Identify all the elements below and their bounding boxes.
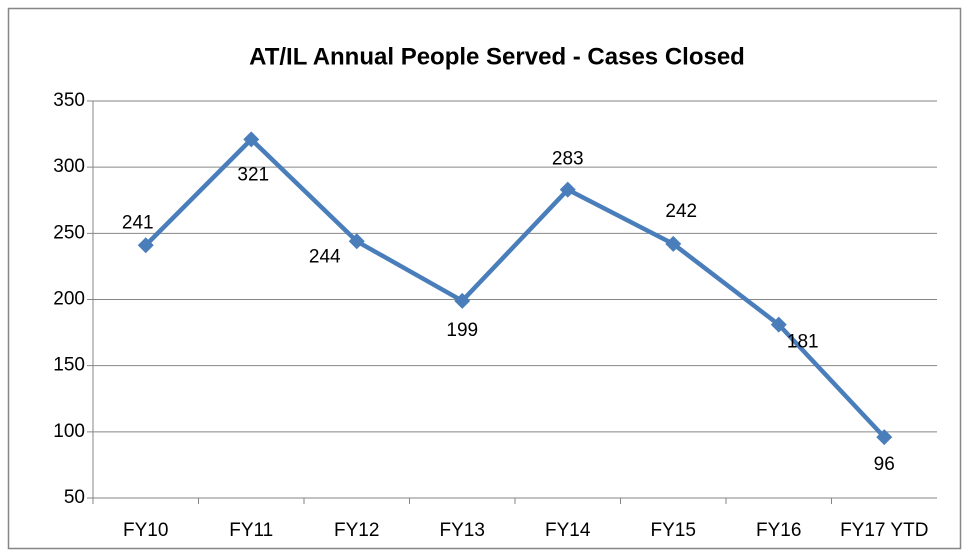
- marker: [137, 237, 154, 254]
- x-tick-label: FY17 YTD: [840, 520, 928, 541]
- marker: [243, 131, 260, 148]
- y-tick-label: 50: [64, 487, 85, 508]
- marker: [348, 233, 365, 250]
- x-tick-label: FY13: [440, 520, 485, 541]
- data-label: 96: [874, 454, 895, 475]
- marker: [559, 181, 576, 198]
- y-tick-label: 300: [53, 156, 85, 177]
- y-tick-label: 100: [53, 421, 85, 442]
- line: [144, 137, 886, 439]
- x-tick-label: FY16: [756, 520, 801, 541]
- y-tick-label: 350: [53, 90, 85, 111]
- data-label: 242: [665, 201, 697, 222]
- x-tick-label: FY10: [123, 520, 168, 541]
- y-tick-label: 150: [53, 355, 85, 376]
- marker: [665, 235, 682, 252]
- data-label: 244: [309, 246, 341, 267]
- data-label: 283: [552, 149, 584, 170]
- data-label: 321: [237, 164, 269, 185]
- data-label: 199: [446, 320, 478, 341]
- data-label: 181: [787, 332, 819, 353]
- data-label: 241: [122, 212, 154, 233]
- marker: [454, 292, 471, 309]
- y-tick-label: 200: [53, 289, 85, 310]
- x-tick-label: FY14: [545, 520, 591, 541]
- chart-title: AT/IL Annual People Served - Cases Close…: [249, 43, 745, 70]
- marker: [770, 316, 787, 333]
- y-tick-label: 250: [53, 222, 85, 243]
- x-tick-label: FY11: [229, 520, 273, 541]
- x-tick-label: FY12: [334, 520, 379, 541]
- x-tick-label: FY15: [651, 520, 696, 541]
- marker: [876, 429, 893, 446]
